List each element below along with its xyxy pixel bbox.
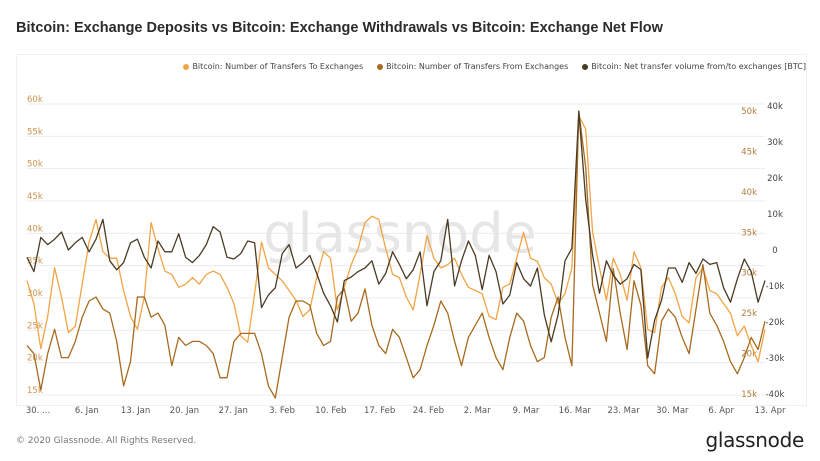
y-right1-tick: 45k	[741, 147, 757, 157]
x-tick: 16. Mar	[559, 406, 592, 416]
x-tick: 3. Feb	[269, 406, 295, 416]
x-tick: 23. Mar	[607, 406, 640, 416]
netflow-line[interactable]	[26, 110, 766, 359]
page-title: Bitcoin: Exchange Deposits vs Bitcoin: E…	[16, 20, 663, 36]
legend-label: Bitcoin: Number of Transfers To Exchange…	[192, 62, 364, 71]
x-tick: 17. Feb	[364, 406, 395, 416]
y-left-tick: 45k	[27, 192, 43, 202]
y-right1-tick: 20k	[741, 350, 757, 360]
y-left-tick: 25k	[27, 321, 43, 331]
y-right2-tick: 0	[772, 246, 777, 256]
watermark: glassnode	[263, 202, 536, 265]
y-left-tick: 30k	[27, 289, 43, 299]
y-right1-tick: 25k	[741, 309, 757, 319]
y-right1-tick: 30k	[741, 269, 757, 279]
legend-dot-icon	[582, 63, 589, 70]
y-right1-tick: 50k	[741, 107, 757, 117]
x-tick: 20. Jan	[170, 406, 199, 416]
y-right1-tick: 35k	[741, 228, 757, 238]
x-tick: 27. Jan	[219, 406, 248, 416]
y-left-tick: 50k	[27, 160, 43, 170]
legend-item-deposits[interactable]: Bitcoin: Number of Transfers To Exchange…	[183, 62, 363, 71]
x-tick: 30. ...	[26, 406, 50, 416]
legend-dot-icon	[377, 63, 384, 70]
y-left-tick: 55k	[27, 127, 43, 137]
chart-panel	[16, 54, 807, 406]
x-tick: 2. Mar	[464, 406, 491, 416]
legend-item-withdrawals[interactable]: Bitcoin: Number of Transfers From Exchan…	[377, 62, 568, 71]
glassnode-logo[interactable]: glassnode	[705, 428, 804, 452]
y-left-tick: 60k	[27, 95, 43, 105]
legend-dot-icon	[183, 63, 190, 70]
y-right2-tick: 20k	[767, 174, 783, 184]
x-tick: 10. Feb	[315, 406, 346, 416]
x-tick: 13. Jan	[121, 406, 150, 416]
y-right1-tick: 15k	[741, 390, 757, 400]
chart-legend: Bitcoin: Number of Transfers To Exchange…	[183, 62, 806, 71]
y-right2-tick: 10k	[767, 210, 783, 220]
copyright-text: © 2020 Glassnode. All Rights Reserved.	[16, 436, 197, 446]
x-tick: 24. Feb	[413, 406, 444, 416]
y-left-tick: 35k	[27, 257, 43, 267]
y-left-tick: 40k	[27, 224, 43, 234]
y-right2-tick: 40k	[767, 102, 783, 112]
x-tick: 6. Jan	[75, 406, 99, 416]
x-tick: 30. Mar	[656, 406, 689, 416]
x-tick: 9. Mar	[513, 406, 540, 416]
y-right2-tick: -30k	[766, 354, 785, 364]
y-right2-tick: -10k	[766, 282, 785, 292]
x-tick: 6. Apr	[708, 406, 734, 416]
legend-item-netflow[interactable]: Bitcoin: Net transfer volume from/to exc…	[582, 62, 806, 71]
x-tick: 13. Apr	[755, 406, 786, 416]
y-right2-tick: -20k	[766, 318, 785, 328]
y-left-tick: 15k	[27, 386, 43, 396]
y-right2-tick: -40k	[766, 390, 785, 400]
legend-label: Bitcoin: Number of Transfers From Exchan…	[386, 62, 569, 71]
legend-label: Bitcoin: Net transfer volume from/to exc…	[591, 62, 806, 71]
y-right1-tick: 40k	[741, 188, 757, 198]
y-right2-tick: 30k	[767, 138, 783, 148]
withdrawals-line[interactable]	[26, 110, 766, 399]
